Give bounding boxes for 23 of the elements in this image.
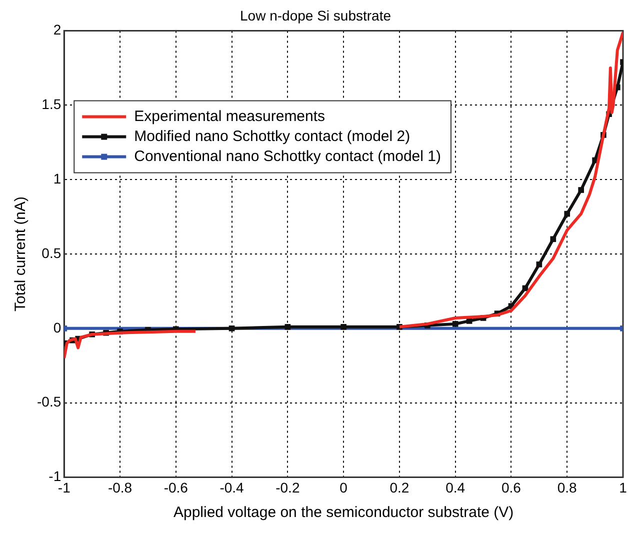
x-tick-label: 0: [340, 479, 348, 496]
y-tick-label: 2: [53, 22, 62, 38]
y-tick-label: -0.5: [37, 394, 62, 410]
legend-label: Modified nano Schottky contact (model 2): [134, 128, 410, 145]
legend-label: Conventional nano Schottky contact (model 1): [134, 148, 441, 165]
y-tick-label: 0.5: [42, 244, 62, 261]
x-tick-label: -0.4: [220, 479, 244, 496]
x-tick-label: -0.8: [108, 479, 132, 496]
x-tick-label: 0.2: [390, 479, 410, 496]
x-tick-label: 0.8: [557, 479, 578, 496]
x-axis-title: Applied voltage on the semiconductor substrate (V): [173, 504, 514, 522]
y-tick-label: 1.5: [42, 96, 62, 112]
y-tick-label: 0: [53, 319, 62, 336]
x-tick-label: -0.2: [276, 479, 300, 496]
x-tick-label: -0.6: [164, 479, 188, 496]
legend-label: Experimental measurements: [134, 108, 326, 125]
y-tick-label: 1: [53, 170, 62, 186]
chart-title: Low n-dope Si substrate: [240, 7, 392, 24]
y-axis-title: Total current (nA): [12, 196, 30, 312]
x-tick-label: 0.4: [446, 479, 466, 496]
x-tick-label: 1: [619, 479, 628, 496]
x-tick-label: 0.6: [501, 479, 522, 496]
y-tick-label: -1: [48, 468, 62, 484]
